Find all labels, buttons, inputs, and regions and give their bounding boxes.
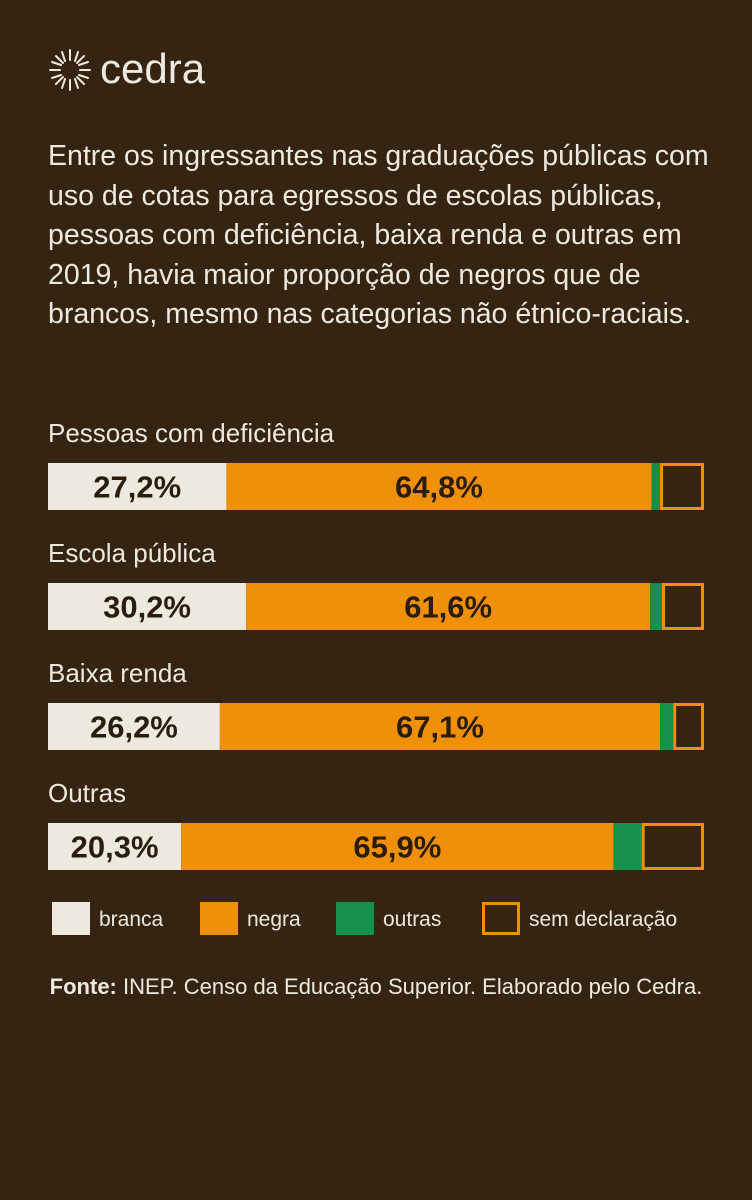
legend-label: branca — [99, 908, 164, 931]
value-label: 65,9% — [353, 830, 441, 865]
bar-segment — [651, 463, 661, 510]
chart-title: Entre os ingressantes nas graduações púb… — [48, 140, 709, 330]
category-label: Escola pública — [48, 538, 216, 568]
logo-text: cedra — [100, 45, 206, 92]
bar-segment — [246, 583, 651, 630]
bar-segment — [650, 583, 663, 630]
bar-segment — [662, 583, 704, 630]
category-label: Pessoas com deficiência — [48, 418, 335, 448]
category-label: Baixa renda — [48, 658, 187, 688]
value-label: 67,1% — [396, 710, 484, 745]
bar-segment — [48, 463, 227, 510]
value-label: 61,6% — [404, 590, 492, 625]
category-label: Outras — [48, 778, 126, 808]
legend-label: sem declaração — [529, 908, 677, 931]
source-text: INEP. Censo da Educação Superior. Elabor… — [123, 974, 703, 999]
bar-segment — [673, 703, 705, 750]
value-label: 27,2% — [93, 470, 181, 505]
bar-segment — [48, 823, 182, 870]
bar-segment — [181, 823, 614, 870]
legend-swatch — [482, 902, 520, 935]
logo-icon — [49, 49, 91, 91]
value-label: 30,2% — [103, 590, 191, 625]
source-label: Fonte: — [49, 974, 117, 999]
legend-swatch — [200, 902, 238, 935]
legend-label: outras — [383, 908, 441, 931]
value-label: 20,3% — [71, 830, 159, 865]
bar-segment — [219, 703, 661, 750]
bar-segment — [48, 703, 220, 750]
bar-segment — [48, 583, 247, 630]
legend-swatch — [52, 902, 90, 935]
bar-segment — [641, 823, 704, 870]
legend-swatch — [336, 902, 374, 935]
bar-segment — [660, 703, 674, 750]
value-label: 64,8% — [395, 470, 483, 505]
value-label: 26,2% — [90, 710, 178, 745]
legend-label: negra — [247, 908, 301, 931]
bar-segment — [226, 463, 652, 510]
bar-segment — [613, 823, 642, 870]
bar-segment — [660, 463, 704, 510]
source: Fonte: INEP. Censo da Educação Superior.… — [40, 972, 712, 1002]
